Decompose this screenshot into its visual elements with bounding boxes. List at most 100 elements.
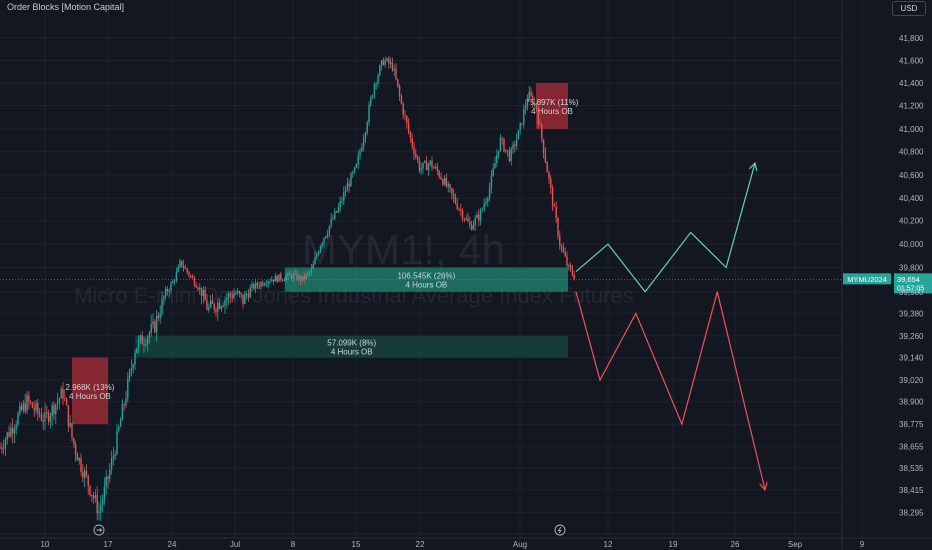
candle <box>321 241 323 250</box>
candle <box>80 453 82 476</box>
candle <box>33 401 35 417</box>
order-block-bearish[interactable] <box>536 83 568 129</box>
candle <box>544 147 547 164</box>
candle <box>478 208 480 227</box>
candle <box>503 137 505 153</box>
candle <box>76 452 79 461</box>
candle <box>508 146 511 163</box>
candle <box>420 162 422 176</box>
candle <box>497 150 500 159</box>
candle <box>519 121 521 135</box>
time-axis[interactable]: 10 17 24 Jul 8 15 22 Aug 12 19 26 Sep 9 <box>41 540 865 549</box>
scenario-path-bullish[interactable] <box>575 162 756 293</box>
candle <box>415 148 417 160</box>
candle <box>82 464 84 483</box>
candle <box>481 207 484 212</box>
candle <box>431 156 433 172</box>
candle <box>451 187 453 200</box>
candle <box>353 166 356 174</box>
candle <box>402 101 404 120</box>
candle <box>505 149 507 154</box>
candle <box>150 314 152 337</box>
candle <box>469 216 471 229</box>
candle <box>143 337 145 353</box>
order-block-bearish[interactable] <box>72 357 108 425</box>
price-tick-label: 41,800 <box>899 34 924 43</box>
dividend-icon[interactable] <box>93 524 105 536</box>
candle <box>557 216 559 240</box>
candle <box>407 117 410 135</box>
price-tick-label: 40,000 <box>899 240 924 249</box>
candle <box>413 141 415 160</box>
order-block-bullish[interactable] <box>135 335 568 358</box>
candle <box>380 59 383 71</box>
currency-button[interactable]: USD <box>892 1 926 16</box>
candle <box>217 297 219 322</box>
candle <box>78 457 80 465</box>
candle <box>163 295 165 306</box>
candle <box>449 183 451 193</box>
candle <box>110 450 113 475</box>
candle <box>148 330 151 344</box>
candle <box>96 486 98 521</box>
symbol-tag: MYMU2024 <box>847 275 887 284</box>
candle <box>235 290 237 296</box>
candle <box>199 283 201 296</box>
candle <box>566 251 568 268</box>
candle <box>523 104 525 129</box>
candle <box>501 136 503 145</box>
time-tick-label: 22 <box>416 540 425 549</box>
candle <box>85 464 88 479</box>
candle <box>67 405 70 433</box>
candle <box>506 149 509 157</box>
candle <box>161 291 163 318</box>
candle <box>267 280 269 289</box>
candle <box>112 446 115 466</box>
candle <box>146 334 149 352</box>
candle <box>337 203 340 214</box>
candle <box>411 133 413 150</box>
price-tick-label: 40,600 <box>899 171 924 180</box>
candle <box>202 286 205 304</box>
indicator-title[interactable]: Order Blocks [Motion Capital] <box>7 2 125 12</box>
candle <box>298 274 300 282</box>
price-tick-label: 41,400 <box>899 79 924 88</box>
candle <box>440 172 442 181</box>
candle <box>173 278 176 286</box>
candle <box>251 280 253 292</box>
candle <box>442 177 444 187</box>
candle <box>118 424 120 433</box>
candle <box>134 348 136 370</box>
candle <box>64 389 66 402</box>
candle <box>560 243 563 253</box>
scenario-paths[interactable] <box>575 161 768 492</box>
price-tick-label: 38,415 <box>899 486 924 495</box>
candle <box>274 272 277 282</box>
candle <box>517 129 520 140</box>
candle <box>152 313 154 329</box>
candle <box>125 391 127 408</box>
candle <box>524 100 527 115</box>
candle <box>470 220 473 231</box>
candle <box>515 133 518 150</box>
candle <box>222 302 224 308</box>
candle <box>69 414 71 428</box>
candle <box>467 212 469 223</box>
price-tick-label: 38,775 <box>899 420 924 429</box>
candle <box>341 196 343 205</box>
earnings-icon[interactable] <box>554 524 566 536</box>
candle <box>40 407 43 422</box>
price-axis[interactable]: 41,800 41,600 41,400 41,200 41,000 40,800 40,6… <box>899 34 924 517</box>
candle <box>474 215 476 232</box>
candle <box>242 294 244 309</box>
candle <box>271 276 273 282</box>
price-tick-label: 41,200 <box>899 102 924 111</box>
candle <box>137 335 140 354</box>
candle <box>398 83 401 101</box>
scenario-path-bearish[interactable] <box>575 291 766 490</box>
candle <box>317 250 320 257</box>
candle <box>301 276 304 283</box>
